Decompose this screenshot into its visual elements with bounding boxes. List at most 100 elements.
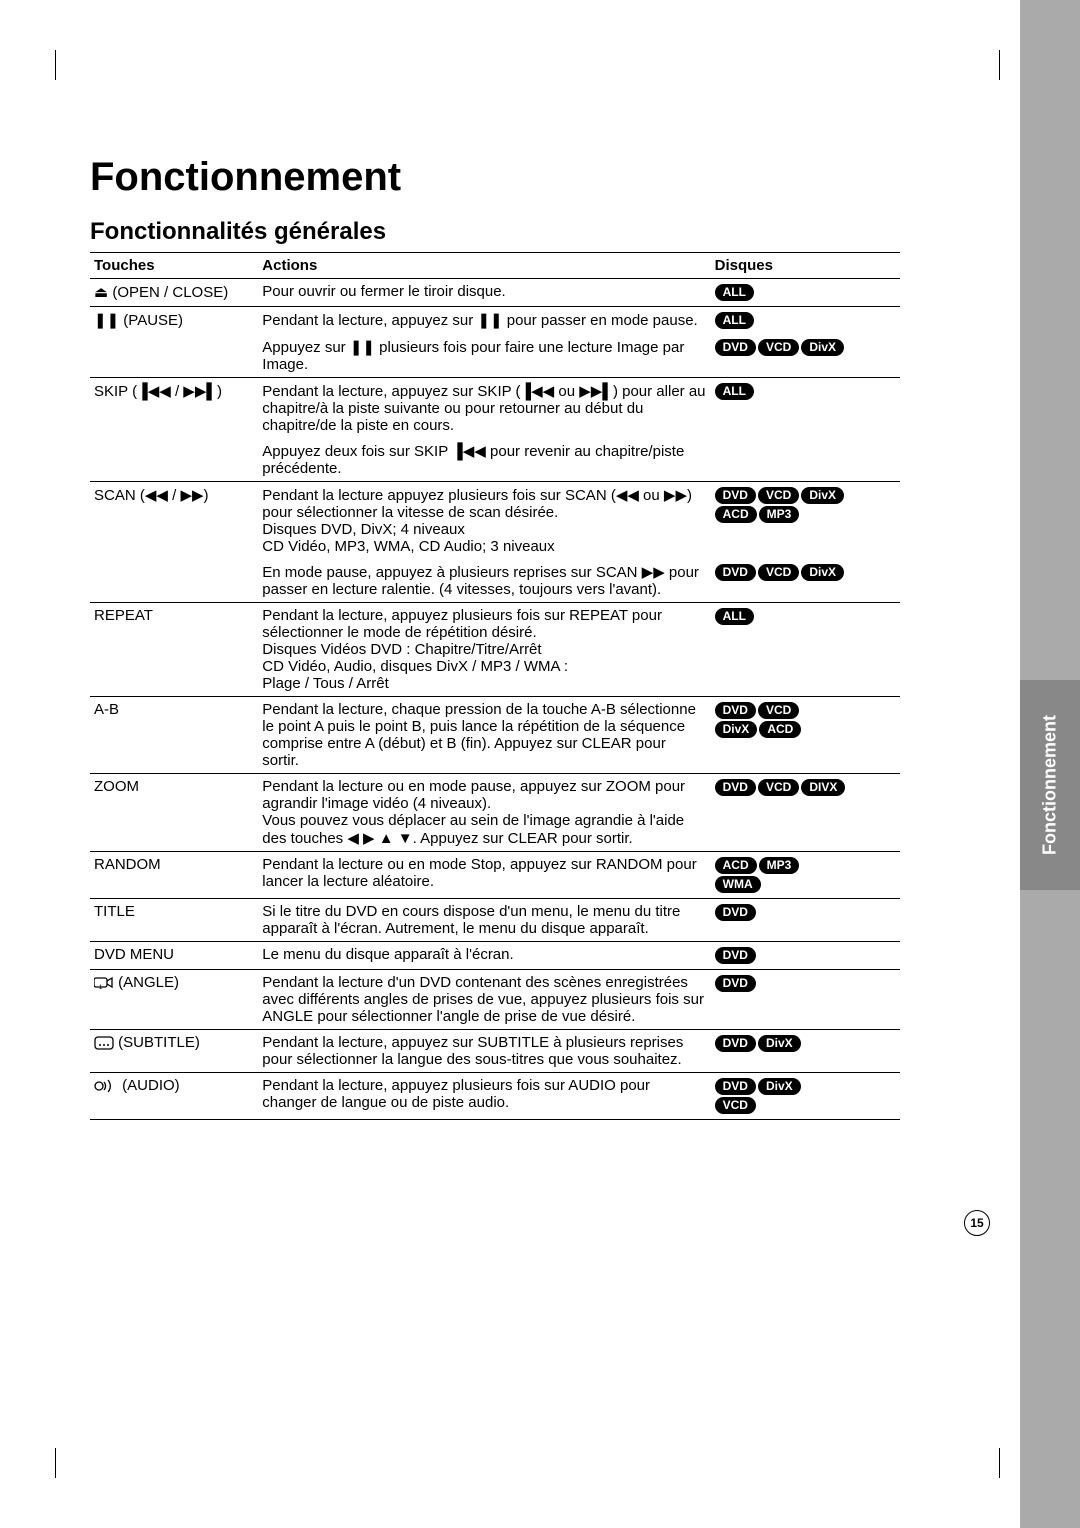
crop-mark [999, 50, 1000, 80]
cell-disques: DVDDivXVCD [711, 1073, 900, 1120]
cell-disques: ALL [711, 279, 900, 307]
disc-badge: DivX [801, 339, 844, 356]
cell-touche: (SUBTITLE) [90, 1030, 258, 1073]
disc-badge: DVD [715, 904, 756, 921]
cell-action: Si le titre du DVD en cours dispose d'un… [258, 899, 710, 942]
fastforward-icon: ▶▶ [642, 564, 665, 581]
cell-action: Pendant la lecture, appuyez sur ❚❚ pour … [258, 307, 710, 333]
cell-touche: (AUDIO) [90, 1073, 258, 1120]
subtitle-icon [94, 1036, 114, 1050]
cell-action: Pendant la lecture, appuyez plusieurs fo… [258, 1073, 710, 1120]
table-row: 1 (ANGLE) Pendant la lecture d'un DVD co… [90, 970, 900, 1030]
cell-touche: ❚❚ (PAUSE) [90, 307, 258, 333]
cell-action: Appuyez deux fois sur SKIP ▐◀◀ pour reve… [258, 436, 710, 482]
table-row: SCAN (◀◀ / ▶▶) Pendant la lecture appuye… [90, 482, 900, 558]
table-row: ZOOM Pendant la lecture ou en mode pause… [90, 774, 900, 852]
disc-badge: DVD [715, 975, 756, 992]
crop-mark [999, 1448, 1000, 1478]
table-row: (SUBTITLE) Pendant la lecture, appuyez s… [90, 1030, 900, 1073]
skip-prev-icon: ▐◀◀ [521, 383, 555, 400]
rewind-icon: ◀◀ [616, 487, 639, 504]
cell-disques: DVDVCDDivX [711, 557, 900, 603]
table-row: En mode pause, appuyez à plusieurs repri… [90, 557, 900, 603]
disc-badge: MP3 [759, 857, 800, 874]
features-table: Touches Actions Disques ⏏ (OPEN / CLOSE)… [90, 252, 900, 1120]
cell-disques: DVDVCDDIVX [711, 774, 900, 852]
cell-action: Pendant la lecture appuyez plusieurs foi… [258, 482, 710, 558]
header-disques: Disques [711, 253, 900, 279]
disc-badge: DVD [715, 1078, 756, 1095]
disc-badge: ACD [759, 721, 801, 738]
table-row: Appuyez sur ❚❚ plusieurs fois pour faire… [90, 332, 900, 378]
cell-disques: DVD [711, 899, 900, 942]
page-number: 15 [964, 1210, 990, 1236]
disc-badge: ALL [715, 284, 754, 301]
table-row: (AUDIO) Pendant la lecture, appuyez plus… [90, 1073, 900, 1120]
cell-action: Pendant la lecture, appuyez sur SKIP (▐◀… [258, 378, 710, 437]
cell-touche: SCAN (◀◀ / ▶▶) [90, 482, 258, 558]
table-row: SKIP (▐◀◀ / ▶▶▌) Pendant la lecture, app… [90, 378, 900, 437]
table-row: Appuyez deux fois sur SKIP ▐◀◀ pour reve… [90, 436, 900, 482]
pause-icon: ❚❚ [94, 312, 119, 329]
cell-disques: DVDVCDDivX [711, 332, 900, 378]
table-row: DVD MENU Le menu du disque apparaît à l'… [90, 942, 900, 970]
cell-action: Pour ouvrir ou fermer le tiroir disque. [258, 279, 710, 307]
cell-action: Pendant la lecture, chaque pression de l… [258, 697, 710, 774]
section-tab: Fonctionnement [1020, 680, 1080, 890]
table-row: ⏏ (OPEN / CLOSE) Pour ouvrir ou fermer l… [90, 279, 900, 307]
fastforward-icon: ▶▶ [180, 487, 203, 504]
cell-action: Le menu du disque apparaît à l'écran. [258, 942, 710, 970]
disc-badge: WMA [715, 876, 761, 893]
fastforward-icon: ▶▶ [664, 487, 687, 504]
table-row: RANDOM Pendant la lecture ou en mode Sto… [90, 852, 900, 899]
table-row: TITLE Si le titre du DVD en cours dispos… [90, 899, 900, 942]
header-actions: Actions [258, 253, 710, 279]
cell-action: Appuyez sur ❚❚ plusieurs fois pour faire… [258, 332, 710, 378]
angle-icon: 1 [94, 976, 114, 990]
cell-action: Pendant la lecture, appuyez plusieurs fo… [258, 603, 710, 697]
cell-touche: A-B [90, 697, 258, 774]
disc-badge: DVD [715, 564, 756, 581]
cell-disques: DVDVCDDivXACD [711, 697, 900, 774]
disc-badge: VCD [758, 779, 799, 796]
disc-badge: VCD [715, 1097, 756, 1114]
page-title: Fonctionnement [90, 155, 900, 200]
table-row: REPEAT Pendant la lecture, appuyez plusi… [90, 603, 900, 697]
cell-action: Pendant la lecture, appuyez sur SUBTITLE… [258, 1030, 710, 1073]
disc-badge: DVD [715, 487, 756, 504]
disc-badge: ALL [715, 608, 754, 625]
cell-touche: TITLE [90, 899, 258, 942]
disc-badge: DivX [715, 721, 758, 738]
skip-next-icon: ▶▶▌ [579, 383, 613, 400]
disc-badge: ACD [715, 506, 757, 523]
cell-touche: ⏏ (OPEN / CLOSE) [90, 279, 258, 307]
disc-badge: DivX [801, 487, 844, 504]
cell-disques: ALL [711, 603, 900, 697]
disc-badge: DVD [715, 702, 756, 719]
cell-disques: DVD [711, 942, 900, 970]
crop-mark [55, 50, 66, 80]
skip-next-icon: ▶▶▌ [183, 383, 217, 400]
section-tab-label: Fonctionnement [1040, 715, 1061, 855]
rewind-icon: ◀◀ [145, 487, 168, 504]
disc-badge: ACD [715, 857, 757, 874]
disc-badge: ALL [715, 312, 754, 329]
disc-badge: DVD [715, 779, 756, 796]
cell-action: Pendant la lecture ou en mode pause, app… [258, 774, 710, 852]
cell-disques: ALL [711, 307, 900, 333]
cell-touche: DVD MENU [90, 942, 258, 970]
disc-badge: DivX [801, 564, 844, 581]
cell-disques: ALL [711, 378, 900, 437]
page-content: Fonctionnement Fonctionnalités générales… [90, 155, 900, 1120]
disc-badge: VCD [758, 702, 799, 719]
disc-badge: MP3 [759, 506, 800, 523]
disc-badge: DivX [758, 1078, 801, 1095]
disc-badge: VCD [758, 339, 799, 356]
disc-badge: VCD [758, 487, 799, 504]
disc-badge: DVD [715, 947, 756, 964]
disc-badge: DVD [715, 1035, 756, 1052]
cell-disques: ACDMP3 WMA [711, 852, 900, 899]
disc-badge: DVD [715, 339, 756, 356]
pause-icon: ❚❚ [350, 339, 375, 356]
skip-prev-icon: ▐◀◀ [137, 383, 171, 400]
